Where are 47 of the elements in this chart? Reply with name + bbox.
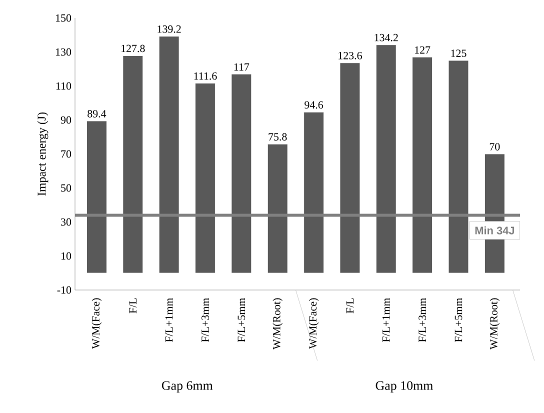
bar <box>122 56 144 274</box>
y-tick-label: -10 <box>57 286 72 294</box>
data-label: 127.8 <box>122 44 145 52</box>
y-tick-label: 130 <box>56 48 72 56</box>
bar <box>412 56 432 274</box>
data-label: 127 <box>415 46 430 54</box>
data-label: 94.6 <box>304 101 324 109</box>
data-label: 125 <box>451 50 466 57</box>
x-tick-label: F/L+3mm <box>418 298 426 342</box>
data-label: 75.8 <box>268 133 287 141</box>
data-label: 70 <box>490 143 500 150</box>
x-tick-label: W/M(Root) <box>490 298 500 350</box>
y-tick-label: 50 <box>61 184 72 192</box>
x-tick-label: F/L+1mm <box>382 298 390 342</box>
text: Gap 10mm <box>376 381 433 393</box>
data-label: 89.4 <box>88 110 106 118</box>
bar <box>158 36 180 274</box>
bar <box>304 112 324 274</box>
text: Gap 6mm <box>162 381 213 393</box>
ref-line-label: Min 34J <box>475 226 514 234</box>
x-tick-label: F/L <box>346 298 354 314</box>
y-tick-label: 70 <box>61 150 72 158</box>
bar <box>376 44 396 274</box>
bar <box>231 74 252 274</box>
y-tick-label: 110 <box>56 82 72 90</box>
x-tick-label: F/L <box>129 298 137 314</box>
data-label: 123.6 <box>338 52 362 60</box>
data-label: 111.6 <box>194 72 217 80</box>
x-tick-label: F/L+3mm <box>202 298 209 342</box>
data-label: 134.2 <box>374 34 398 42</box>
x-tick-label: W/M(Face) <box>92 298 102 349</box>
bar <box>195 83 216 274</box>
y-tick-label: 150 <box>56 14 72 22</box>
x-tick-label: F/L+5mm <box>238 298 246 342</box>
bar <box>340 62 360 274</box>
bar <box>267 144 288 274</box>
x-tick-label: F/L+1mm <box>165 298 173 342</box>
y-axis-title: Impact energy (J) <box>37 112 48 196</box>
x-tick-label: W/M(Face) <box>308 298 319 349</box>
bar <box>86 120 107 274</box>
x-tick-label: F/L+5mm <box>454 298 462 342</box>
data-label: 139.2 <box>158 25 181 33</box>
data-label: 117 <box>234 63 250 71</box>
y-tick-label: 90 <box>60 116 72 124</box>
y-tick-label: 30 <box>61 218 72 226</box>
x-tick-label: W/M(Root) <box>272 298 283 350</box>
y-tick-label: 10 <box>61 252 72 260</box>
